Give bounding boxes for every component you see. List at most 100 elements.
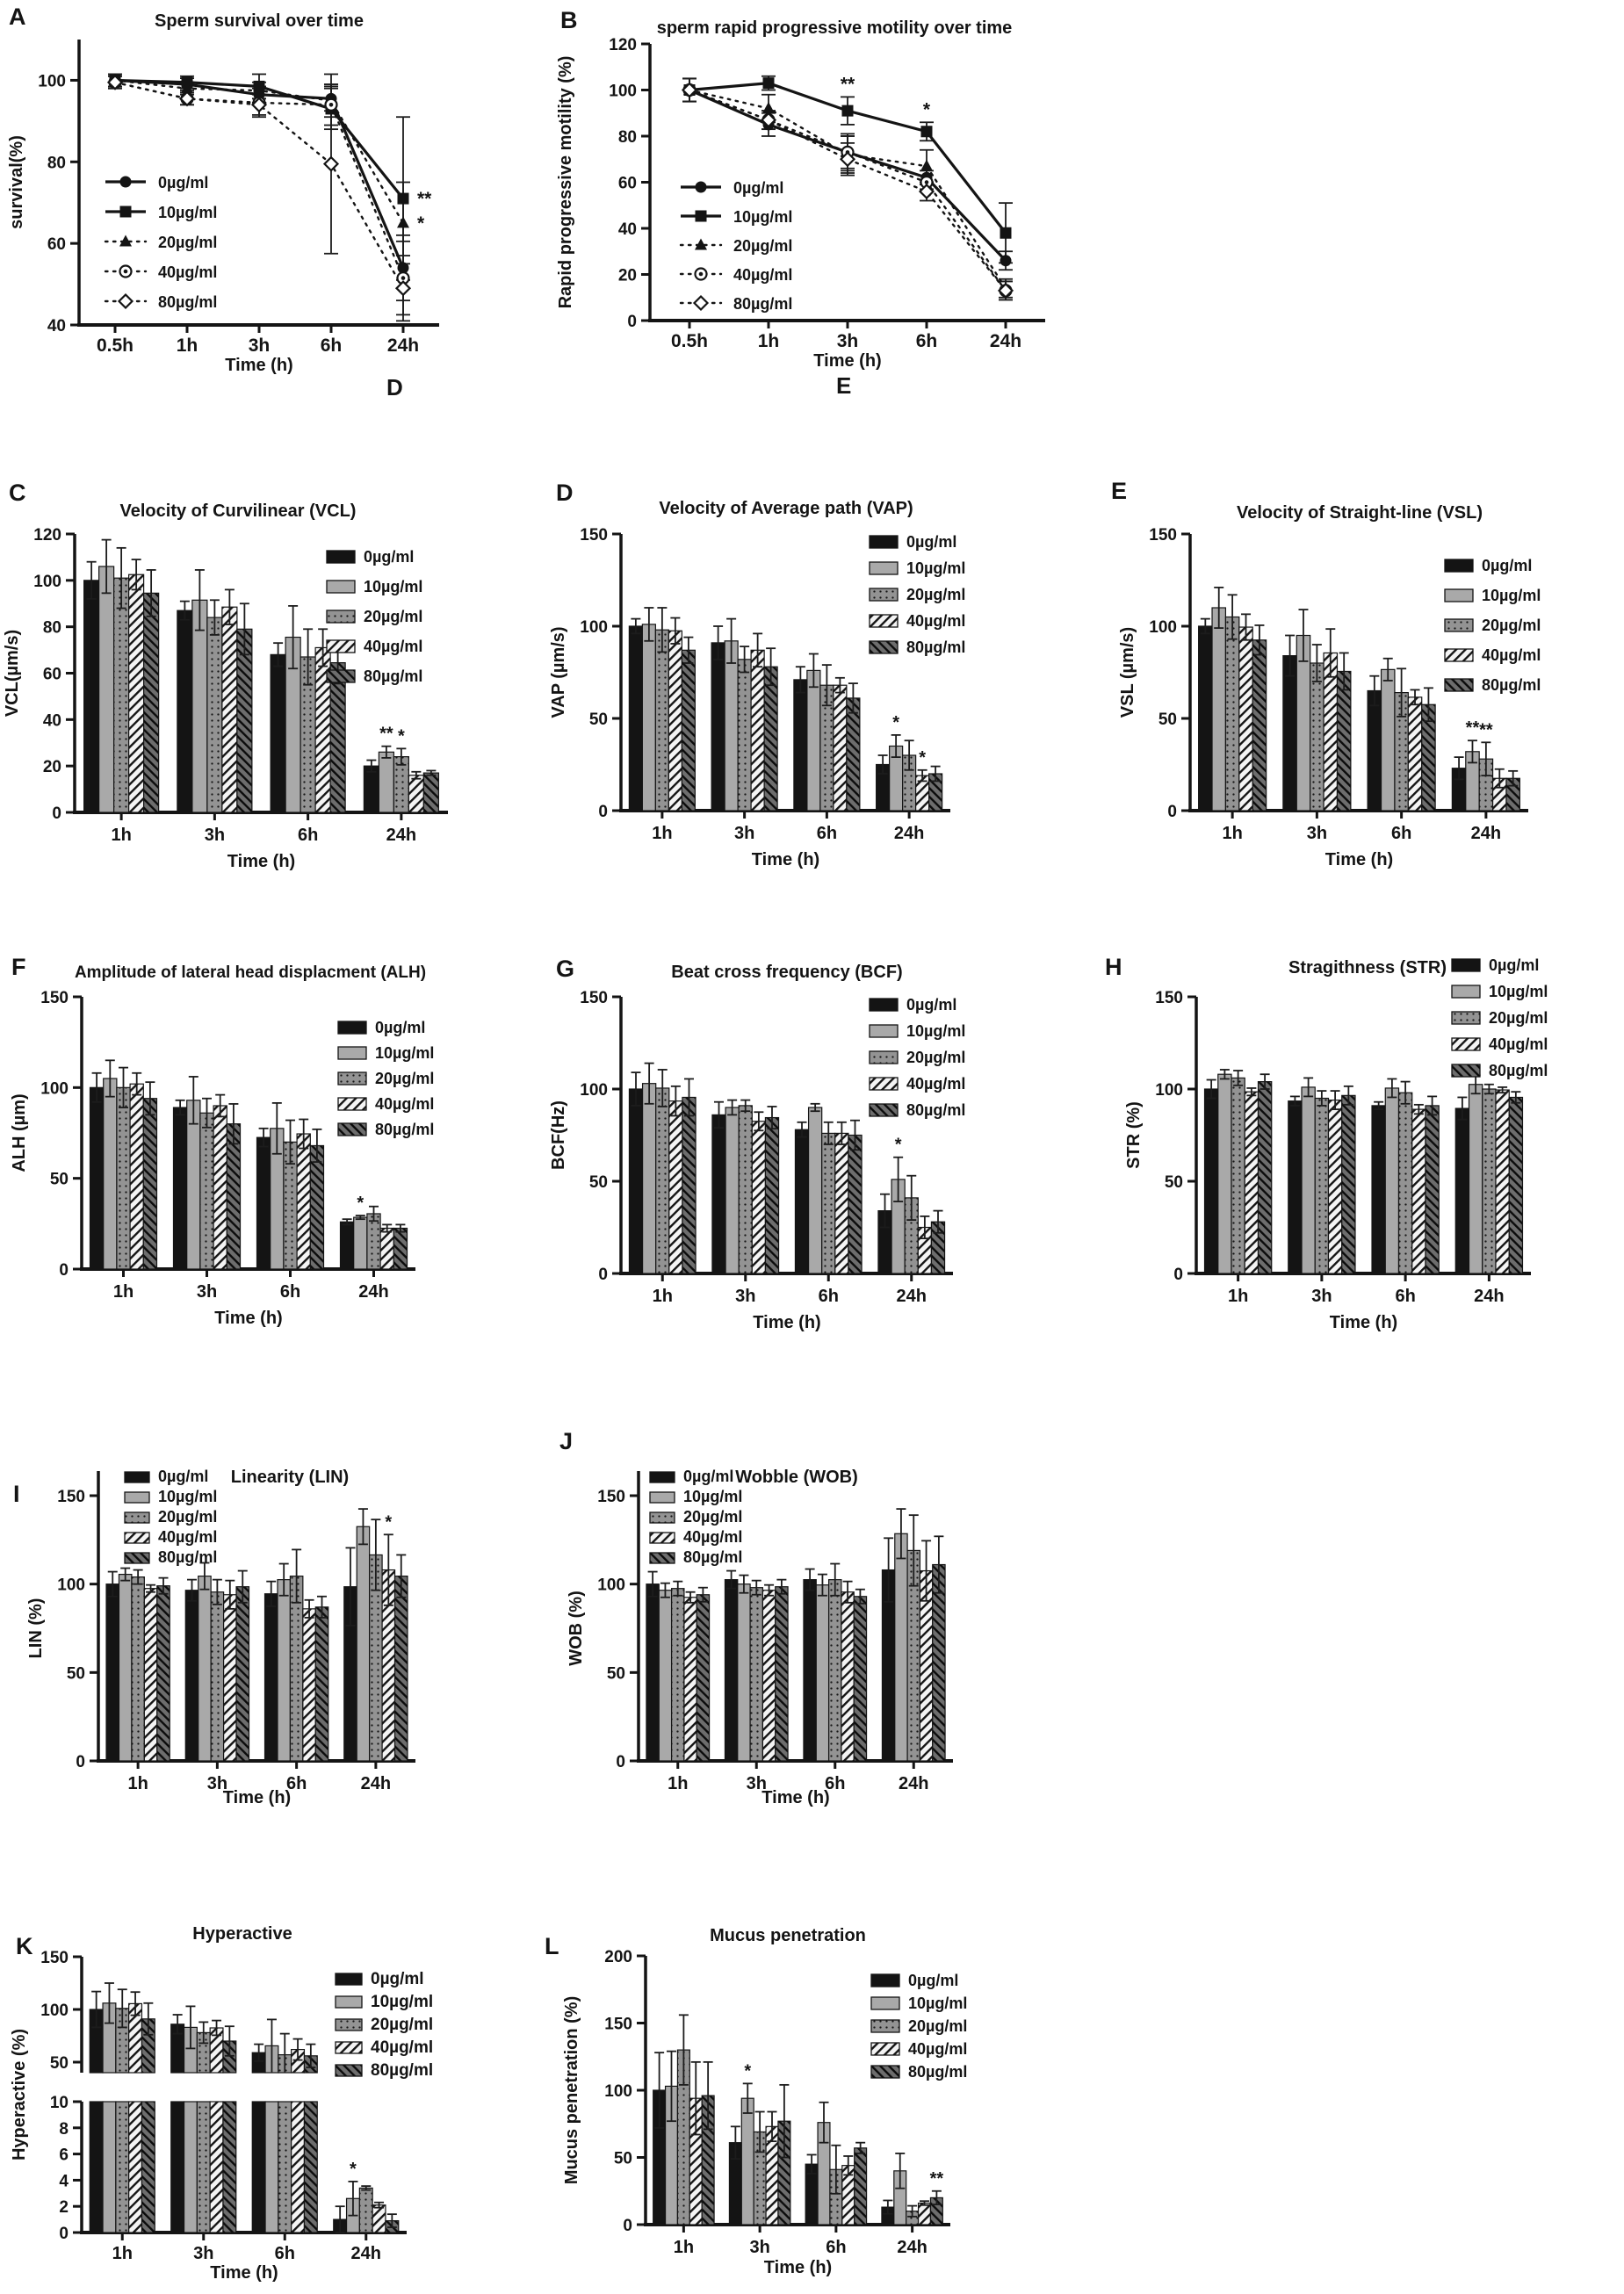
bar xyxy=(833,684,848,812)
panel-wob: 0 50 100 150 1h 3h 6h 24h Wobble (WOB) WOB (%) Tim… xyxy=(527,1396,1089,1836)
x-axis-title: Time (h) xyxy=(753,1313,820,1332)
legend-label: 10µg/ml xyxy=(1489,983,1548,1000)
marker-diamond-open xyxy=(394,280,412,297)
bar xyxy=(681,649,696,812)
bar xyxy=(129,1083,144,1270)
marker-diamond-open xyxy=(839,151,856,168)
axes: 0 50 100 150 1h 3h 6h 24h xyxy=(597,1471,953,1793)
legend-label: 20µg/ml xyxy=(683,1508,742,1526)
x-tick-label: 0.5h xyxy=(97,335,134,356)
chart-title: Sperm survival over time xyxy=(155,11,364,31)
series-80µg/ml xyxy=(143,569,439,813)
bar xyxy=(821,1132,836,1274)
bar xyxy=(841,1591,855,1762)
legend-swatch xyxy=(1451,1037,1481,1051)
y-tick-label: 100 xyxy=(609,83,637,101)
legend: 0µg/ml 10µg/ml 20µg/ml 40µg/ml 80µg/ml xyxy=(869,996,965,1119)
series-0µg/ml xyxy=(89,1990,348,2233)
series-10µg/ml xyxy=(118,1508,371,1762)
y-tick-label: 150 xyxy=(580,989,608,1007)
bar xyxy=(668,630,682,812)
legend-swatch xyxy=(869,998,899,1012)
bars xyxy=(646,1508,946,1762)
bar xyxy=(198,1576,212,1762)
series-80µg/ml xyxy=(696,1535,946,1762)
legend: 0µg/ml 10µg/ml 20µg/ml 40µg/ml 80µg/ml xyxy=(124,1468,217,1566)
axes: 50 100 150 0 2 4 6 8 10 1h 3h 6h 24h xyxy=(40,1949,407,2263)
bar xyxy=(309,1144,325,1270)
marker-square-filled xyxy=(1000,227,1012,239)
x-tick-label: 3h xyxy=(205,826,225,845)
significance-marker: * xyxy=(895,1136,902,1155)
bar xyxy=(222,1594,237,1762)
bar xyxy=(1282,655,1297,812)
panel-vsl: 0 50 100 150 1h 3h 6h 24h Velocity of Straight-l… xyxy=(1089,465,1624,887)
legend: 0µg/ml 10µg/ml 20µg/ml 40µg/ml 80µg/ml xyxy=(104,174,217,311)
bars xyxy=(1198,586,1520,812)
bar xyxy=(116,1086,131,1270)
series-20µg/ml xyxy=(1224,594,1494,812)
series-10µg/ml xyxy=(1211,586,1480,812)
bar xyxy=(213,1105,227,1270)
series-20µg/ml xyxy=(116,1066,381,1270)
legend-swatch xyxy=(337,1071,367,1086)
bar xyxy=(696,1594,711,1762)
marker-square-filled xyxy=(695,210,707,222)
significance-marker: ** xyxy=(417,189,432,209)
series-0µg/ml xyxy=(105,1547,357,1762)
bar xyxy=(932,1563,946,1762)
legend-label: 10µg/ml xyxy=(1482,587,1541,604)
x-tick-label: 3h xyxy=(837,331,859,351)
bar xyxy=(314,1606,329,1762)
bar xyxy=(646,1583,660,1762)
panel-letter: L xyxy=(545,1933,559,1959)
series-10µg/ml xyxy=(641,607,904,812)
legend-label: 40µg/ml xyxy=(158,1528,217,1546)
y-tick-label: 10 xyxy=(50,2094,69,2112)
bar xyxy=(98,566,115,813)
legend: 0µg/ml 10µg/ml 20µg/ml 40µg/ml 80µg/ml xyxy=(870,1972,967,2081)
bar xyxy=(83,580,100,813)
series-40µg/ml xyxy=(143,1533,396,1762)
bar xyxy=(353,1216,368,1270)
x-axis-title: Time (h) xyxy=(1330,1313,1397,1332)
bar xyxy=(738,1105,753,1274)
bar xyxy=(894,1533,908,1762)
x-axis-title: Time (h) xyxy=(761,1788,829,1807)
bar xyxy=(378,751,394,813)
y-tick-label: 2 xyxy=(59,2198,69,2217)
legend-swatch xyxy=(870,2019,900,2033)
series-40µg/ml xyxy=(128,1991,386,2233)
x-tick-label: 3h xyxy=(207,1774,227,1793)
series-80µg/ml xyxy=(1257,1073,1524,1274)
bar xyxy=(1217,1073,1232,1274)
bar xyxy=(236,628,253,813)
series-10µg/ml xyxy=(658,1508,908,1762)
legend-swatch xyxy=(326,639,356,653)
y-tick-label: 80 xyxy=(47,154,66,172)
legend-label: 0µg/ml xyxy=(158,1468,208,1485)
bar xyxy=(711,642,725,812)
x-tick-label: 1h xyxy=(112,2244,133,2263)
y-tick-label: 6 xyxy=(59,2146,69,2165)
y-tick-label: 0 xyxy=(598,803,608,821)
legend-label: 10µg/ml xyxy=(683,1488,742,1505)
x-tick-label: 24h xyxy=(897,2238,927,2257)
panel-letter: A xyxy=(9,4,26,30)
series-40µg/ml xyxy=(683,1540,934,1762)
chart-A-svg: 40 60 80 100 0.5h 1h 3h 6h 24h Sperm survival ove… xyxy=(7,4,439,375)
panel-vap: 0 50 100 150 1h 3h 6h 24h Velocity of Average pa… xyxy=(527,465,1089,887)
bar xyxy=(210,1591,225,1762)
y-tick-label: 100 xyxy=(604,2082,632,2101)
x-tick-label: 1h xyxy=(177,335,198,356)
bar xyxy=(848,1134,863,1274)
bars xyxy=(1203,1069,1524,1274)
x-tick-label: 3h xyxy=(1307,824,1327,843)
marker-circle-filled xyxy=(397,262,409,274)
y-tick-label: 20 xyxy=(43,758,61,776)
y-axis-title: survival(%) xyxy=(7,135,26,229)
legend-swatch xyxy=(1444,588,1474,602)
bar xyxy=(1495,1089,1510,1274)
panel-letter: C xyxy=(9,480,26,506)
significance-marker: * xyxy=(357,1194,364,1213)
